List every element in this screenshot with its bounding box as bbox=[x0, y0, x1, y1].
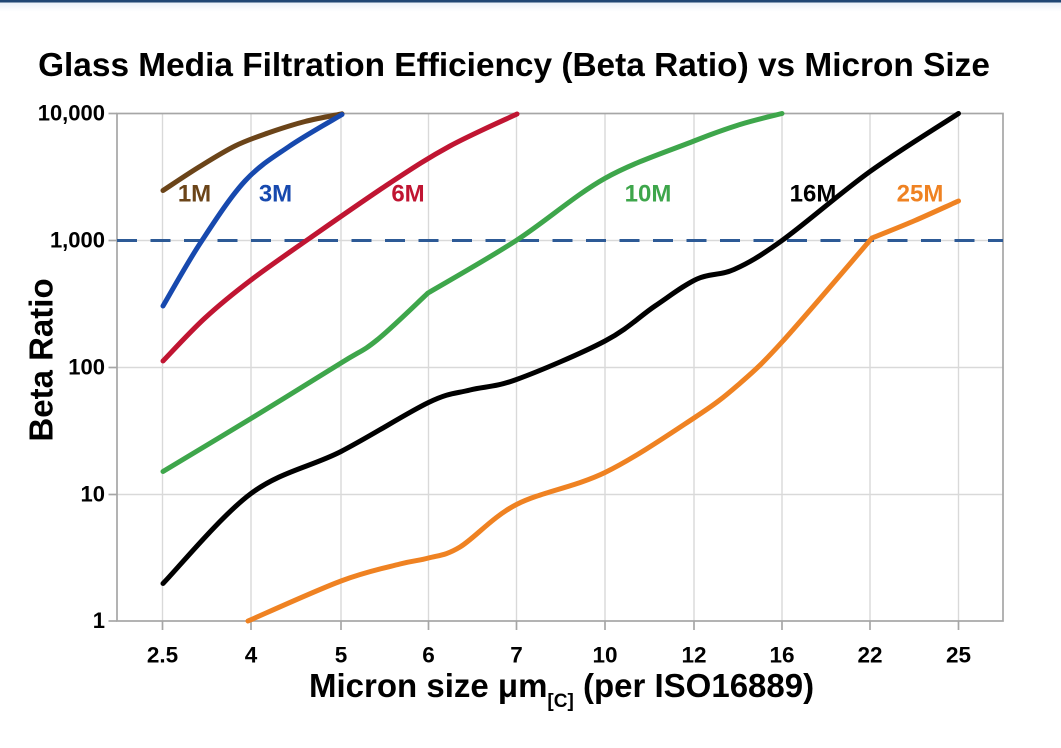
svg-text:5: 5 bbox=[335, 643, 348, 668]
svg-text:16M: 16M bbox=[790, 181, 837, 208]
svg-text:16: 16 bbox=[769, 643, 794, 668]
svg-text:7: 7 bbox=[510, 643, 523, 668]
svg-text:3M: 3M bbox=[259, 181, 292, 208]
svg-text:1M: 1M bbox=[178, 181, 211, 208]
svg-text:100: 100 bbox=[68, 355, 105, 380]
svg-text:4: 4 bbox=[245, 643, 258, 668]
svg-text:Glass Media Filtration Efficie: Glass Media Filtration Efficiency (Beta … bbox=[38, 47, 990, 84]
svg-text:10: 10 bbox=[81, 482, 105, 507]
svg-text:6: 6 bbox=[422, 643, 435, 668]
svg-text:22: 22 bbox=[857, 643, 882, 668]
svg-text:1: 1 bbox=[93, 608, 105, 633]
svg-text:10,000: 10,000 bbox=[38, 101, 105, 126]
svg-text:Beta Ratio: Beta Ratio bbox=[23, 278, 60, 441]
svg-text:10: 10 bbox=[592, 643, 617, 668]
svg-text:25M: 25M bbox=[897, 181, 944, 208]
svg-text:2.5: 2.5 bbox=[147, 643, 178, 668]
svg-text:10M: 10M bbox=[625, 181, 672, 208]
svg-text:6M: 6M bbox=[391, 181, 424, 208]
svg-text:1,000: 1,000 bbox=[50, 228, 105, 253]
svg-text:25: 25 bbox=[946, 643, 971, 668]
svg-text:12: 12 bbox=[681, 643, 706, 668]
